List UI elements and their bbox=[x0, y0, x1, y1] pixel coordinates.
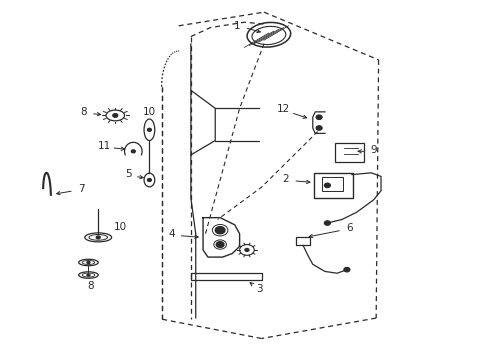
Text: 6: 6 bbox=[346, 224, 352, 233]
Circle shape bbox=[216, 242, 224, 247]
Text: 3: 3 bbox=[255, 284, 262, 294]
Circle shape bbox=[244, 248, 248, 251]
Text: 1: 1 bbox=[233, 21, 240, 31]
Circle shape bbox=[343, 267, 349, 272]
Text: 4: 4 bbox=[168, 229, 174, 239]
Circle shape bbox=[316, 126, 322, 130]
Circle shape bbox=[316, 115, 322, 120]
Text: 7: 7 bbox=[78, 184, 84, 194]
Text: 12: 12 bbox=[276, 104, 289, 114]
Circle shape bbox=[87, 261, 90, 264]
Text: 11: 11 bbox=[97, 141, 110, 151]
Circle shape bbox=[215, 226, 224, 234]
Text: 8: 8 bbox=[87, 281, 94, 291]
Text: 9: 9 bbox=[369, 144, 376, 154]
Text: 5: 5 bbox=[125, 168, 132, 179]
Text: 8: 8 bbox=[80, 107, 87, 117]
Circle shape bbox=[131, 150, 135, 153]
Circle shape bbox=[113, 114, 118, 117]
Circle shape bbox=[324, 221, 330, 225]
Text: 10: 10 bbox=[142, 107, 156, 117]
Text: 10: 10 bbox=[113, 222, 126, 231]
Circle shape bbox=[87, 274, 90, 276]
Circle shape bbox=[324, 183, 330, 188]
Circle shape bbox=[147, 129, 151, 131]
Circle shape bbox=[147, 179, 151, 181]
Circle shape bbox=[96, 236, 100, 239]
Text: 2: 2 bbox=[282, 174, 289, 184]
